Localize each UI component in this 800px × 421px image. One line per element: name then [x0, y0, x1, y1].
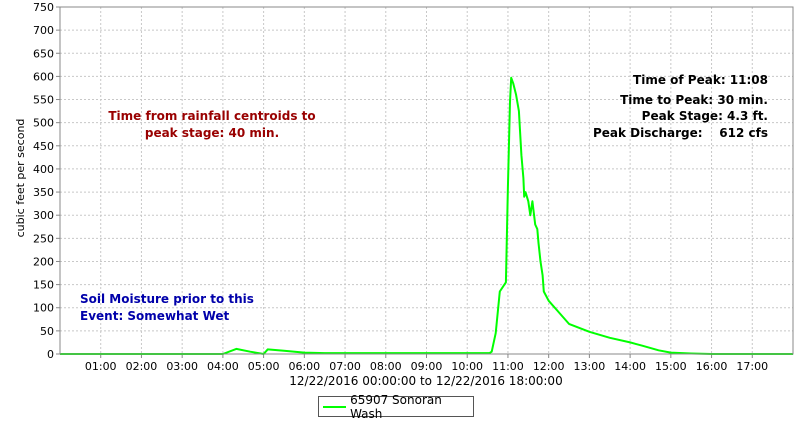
y-tick-label: 300 — [33, 209, 54, 222]
peak-discharge-note: Peak Discharge: 612 cfs — [593, 126, 768, 140]
x-tick-label: 14:00 — [614, 360, 646, 373]
x-axis-ticks: 01:00 02:00 03:00 04:00 05:00 06:00 07:00 08:00… — [85, 354, 768, 373]
x-tick-label: 06:00 — [288, 360, 320, 373]
peak-stage-note: Peak Stage: 4.3 ft. — [642, 109, 768, 123]
y-tick-label: 50 — [40, 325, 54, 338]
y-tick-label: 650 — [33, 47, 54, 60]
y-tick-label: 350 — [33, 186, 54, 199]
time-to-peak-note: Time to Peak: 30 min. — [620, 93, 768, 107]
soil-moisture-note-line1: Soil Moisture prior to this — [80, 292, 254, 306]
x-tick-label: 12:00 — [533, 360, 565, 373]
x-tick-label: 04:00 — [207, 360, 239, 373]
y-tick-label: 150 — [33, 279, 54, 292]
y-tick-label: 250 — [33, 232, 54, 245]
legend-label: 65907 Sonoran Wash — [350, 392, 442, 421]
grid-lines — [60, 6, 793, 355]
y-tick-label: 550 — [33, 94, 54, 107]
y-axis-ticks: 0 50 100 150 200 250 300 350 400 450 500 550 600 650 7… — [33, 1, 60, 361]
x-tick-label: 02:00 — [126, 360, 158, 373]
series-line — [60, 76, 793, 355]
y-tick-label: 500 — [33, 117, 54, 130]
x-tick-label: 13:00 — [574, 360, 606, 373]
y-tick-label: 100 — [33, 302, 54, 315]
x-tick-label: 07:00 — [329, 360, 361, 373]
x-tick-label: 08:00 — [370, 360, 402, 373]
x-tick-label: 09:00 — [411, 360, 443, 373]
x-axis-title: 12/22/2016 00:00:00 to 12/22/2016 18:00:… — [289, 374, 562, 388]
y-tick-label: 750 — [33, 1, 54, 14]
y-tick-label: 0 — [47, 348, 54, 361]
x-tick-label: 11:00 — [492, 360, 524, 373]
x-tick-label: 01:00 — [85, 360, 117, 373]
rainfall-note-line2: peak stage: 40 min. — [145, 126, 279, 140]
y-tick-label: 400 — [33, 163, 54, 176]
x-tick-label: 05:00 — [248, 360, 280, 373]
soil-moisture-note-line2: Event: Somewhat Wet — [80, 309, 230, 323]
rainfall-note-line1: Time from rainfall centroids to — [108, 109, 315, 123]
series-lines — [60, 76, 793, 355]
y-tick-label: 700 — [33, 24, 54, 37]
peak-time-note: Time of Peak: 11:08 — [633, 73, 768, 87]
plot-frame — [59, 6, 794, 355]
x-tick-label: 10:00 — [451, 360, 483, 373]
x-tick-label: 03:00 — [166, 360, 198, 373]
x-tick-label: 17:00 — [736, 360, 768, 373]
y-tick-label: 450 — [33, 140, 54, 153]
x-tick-label: 15:00 — [655, 360, 687, 373]
y-tick-label: 200 — [33, 255, 54, 268]
y-tick-label: 600 — [33, 70, 54, 83]
y-axis-title: cubic feet per second — [14, 119, 27, 238]
x-tick-label: 16:00 — [696, 360, 728, 373]
legend: 65907 Sonoran Wash — [318, 393, 474, 421]
legend-swatch — [323, 405, 347, 408]
